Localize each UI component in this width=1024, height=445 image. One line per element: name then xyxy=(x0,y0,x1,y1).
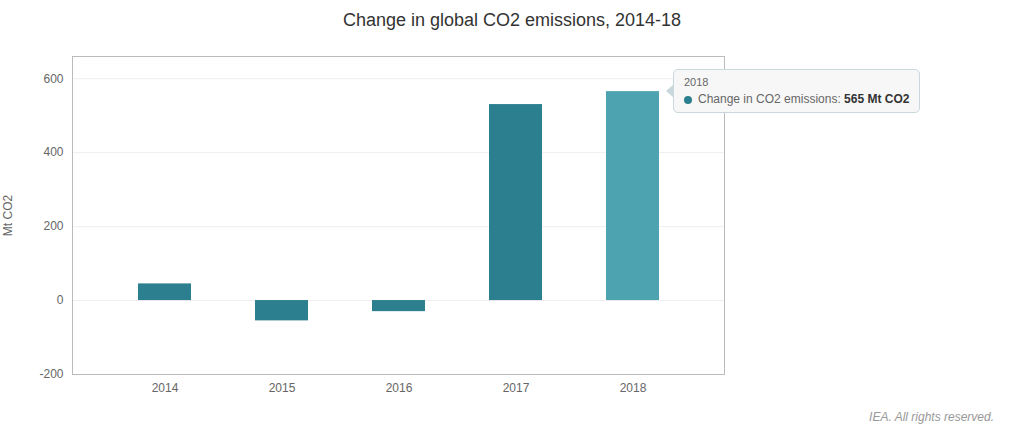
html-text:Change in CO2 emissions: 565 M: Change in CO2 emissions: 565 Mt CO2 xyxy=(698,92,910,107)
svg-text:400: 400 xyxy=(43,145,63,159)
svg-text:2017: 2017 xyxy=(503,381,530,395)
svg-text:Mt CO2: Mt CO2 xyxy=(1,195,15,237)
svg-text:2016: 2016 xyxy=(386,381,413,395)
svg-text:2015: 2015 xyxy=(269,381,296,395)
html-text:IEA. All rights reserved.: IEA. All rights reserved. xyxy=(869,410,994,424)
svg-text:2018: 2018 xyxy=(620,381,647,395)
html-text:2018: 2018 xyxy=(684,76,709,89)
svg-text:0: 0 xyxy=(57,293,64,307)
svg-text:-200: -200 xyxy=(39,367,63,381)
html-text:Change in global CO2 emissions: Change in global CO2 emissions, 2014-18 xyxy=(342,10,682,30)
svg-text:600: 600 xyxy=(43,72,63,86)
svg-text:200: 200 xyxy=(43,219,63,233)
svg-text:2014: 2014 xyxy=(152,381,179,395)
